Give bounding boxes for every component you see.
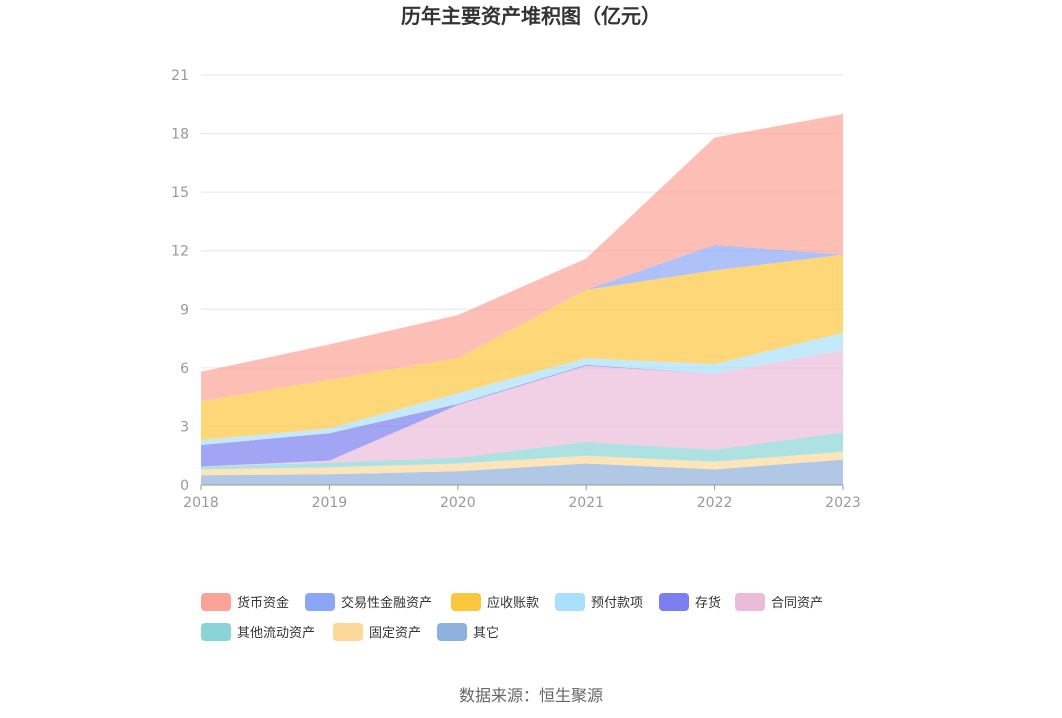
legend-swatch	[437, 623, 467, 641]
x-tick-label: 2019	[312, 495, 348, 511]
y-tick-label: 3	[180, 419, 189, 435]
legend-label: 货币资金	[237, 595, 289, 611]
legend-item[interactable]: 其他流动资产	[201, 623, 315, 641]
legend-label: 预付款项	[591, 596, 643, 611]
y-tick-label: 18	[171, 127, 189, 143]
chart-title: 历年主要资产堆积图（亿元）	[401, 4, 661, 28]
area-9	[201, 114, 843, 401]
area-series	[201, 114, 843, 485]
legend-swatch	[555, 593, 585, 611]
data-source: 数据来源：恒生聚源	[459, 686, 603, 705]
legend-label: 应收账款	[487, 595, 539, 611]
legend-item[interactable]: 其它	[437, 623, 499, 641]
area-7	[201, 254, 843, 441]
area-2	[201, 451, 843, 476]
y-tick-label: 0	[180, 478, 189, 494]
legend-swatch	[735, 593, 765, 611]
legend-item[interactable]: 交易性金融资产	[305, 593, 432, 611]
legend-item[interactable]: 货币资金	[201, 593, 289, 611]
x-tick-label: 2018	[183, 495, 219, 511]
y-tick-label: 12	[171, 244, 189, 260]
legend-item[interactable]: 存货	[659, 593, 721, 611]
legend-swatch	[201, 623, 231, 641]
legend-swatch	[333, 623, 363, 641]
x-tick-label: 2020	[440, 495, 476, 511]
area-3	[201, 432, 843, 470]
legend-label: 其它	[473, 625, 499, 641]
legend-label: 固定资产	[369, 626, 421, 641]
legend-swatch	[201, 593, 231, 611]
y-tick-label: 15	[171, 185, 189, 201]
legend-item[interactable]: 应收账款	[451, 593, 539, 611]
y-tick-label: 9	[180, 302, 189, 318]
legend-item[interactable]: 固定资产	[333, 623, 421, 641]
x-tick-label: 2022	[697, 495, 733, 511]
legend-item[interactable]: 合同资产	[735, 593, 823, 611]
area-8	[201, 244, 843, 401]
area-5	[201, 350, 843, 467]
legend-swatch	[305, 593, 335, 611]
legend-label: 交易性金融资产	[341, 595, 432, 611]
area-4	[201, 350, 843, 467]
x-tick-label: 2023	[825, 495, 861, 511]
legend-label: 存货	[695, 595, 721, 611]
legend-swatch	[451, 593, 481, 611]
y-tick-label: 21	[171, 68, 189, 84]
legend-label: 其他流动资产	[237, 626, 315, 641]
x-tick-label: 2021	[568, 495, 604, 511]
y-tick-label: 6	[180, 361, 189, 377]
legend-item[interactable]: 预付款项	[555, 593, 643, 611]
legend-swatch	[659, 593, 689, 611]
axes: 0 3 6 9 12 15 18 21 2018 2019 2020 2021 2022 2023	[171, 68, 861, 511]
area-1	[201, 459, 843, 485]
legend-label: 合同资产	[771, 596, 823, 611]
